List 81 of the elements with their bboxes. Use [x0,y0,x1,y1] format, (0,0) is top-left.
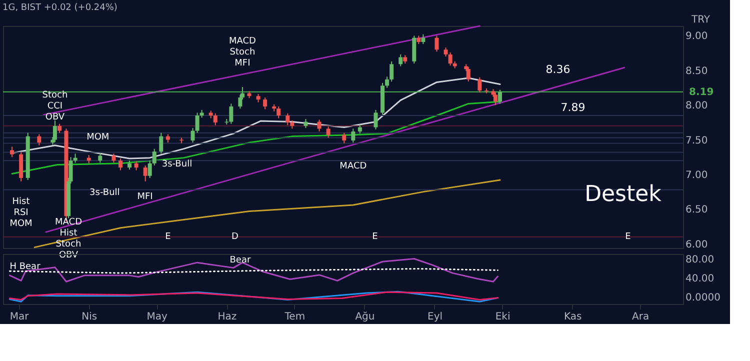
candlestick [342,132,346,144]
x-tick-label: Mar [10,312,30,322]
candlestick [263,96,268,110]
candlestick [317,119,322,132]
candlestick [118,158,122,171]
annotation: E [165,232,172,242]
candlestick [148,160,152,178]
x-tick-label: Ara [632,312,650,322]
candlestick [444,47,448,58]
y-tick-label: 8.50 [686,66,708,77]
x-tick-label: May [146,312,168,322]
annotation: Hist RSI MOM [10,197,32,229]
annotation: MOM [86,132,110,142]
candlestick [385,76,390,88]
annotation: Bear [230,256,251,266]
candlestick [421,34,426,45]
annotation: E [372,232,378,242]
line-series [34,179,501,248]
annotation: MFI [137,192,153,202]
y-tick-label: 8.00 [686,100,708,112]
candlestick [493,92,498,106]
annotation: 3s-Bull [162,159,192,170]
candlestick [286,112,290,126]
y-tick-label: 9.00 [686,31,708,42]
candlestick [134,160,138,171]
candlestick [37,134,42,146]
candlestick [478,76,482,94]
candlestick [152,148,156,166]
annotation: 3s-Bull [90,188,120,198]
ref-line-label: 8.19 [689,86,714,98]
candlestick [190,127,195,144]
annotation: E [625,232,632,242]
annotation: 7.89 [560,101,586,114]
annotation: MACD [340,162,367,172]
candlestick [143,164,148,182]
candlestick [398,54,403,67]
candlestick [412,35,416,64]
candlestick [128,160,132,170]
candlestick [57,123,62,134]
candlestick [276,106,281,119]
candlestick [73,153,78,164]
annotation: H Bear [10,262,41,272]
candlestick [448,52,452,66]
annotation: D [232,232,239,242]
y-tick-label: 0.0000 [686,292,720,304]
candlestick [19,152,24,182]
annotation: MACD Stoch MFI [228,36,256,68]
candlestick [98,152,102,164]
candlestick [112,153,116,164]
x-tick-label: Kas [564,312,582,322]
x-tick-label: Eki [495,312,510,322]
annotation: Stoch CCI OBV [42,90,68,122]
y-axis-title: TRY [690,14,711,26]
candlestick [466,66,470,82]
candlestick [52,120,57,142]
candlestick [351,128,356,144]
y-tick-label: 6.50 [686,204,708,216]
x-tick-label: Nis [82,312,98,322]
chart-title: 1G, BIST +0.02 (+0.24%) [2,3,118,13]
annotation: 8.36 [546,63,570,76]
candlestick [229,103,234,124]
candlestick [326,126,330,138]
candlestick [390,60,394,82]
candlestick [358,124,362,134]
y-tick-label: 7.50 [686,135,708,146]
x-tick-label: Eyl [427,312,443,322]
y-tick-label: 6.00 [686,239,708,250]
y-tick-label: 80.00 [686,254,714,266]
candlestick [304,118,308,128]
x-tick-label: Haz [218,312,237,322]
candlestick [195,112,200,134]
x-tick-label: Tem [284,312,306,322]
candlestick [434,35,439,52]
candlestick [498,89,502,104]
x-tick-label: Ağu [355,312,375,322]
y-tick-label: 40.00 [686,273,714,284]
candlestick [213,112,218,126]
annotation: Destek [584,182,662,207]
y-tick-label: 7.00 [686,170,708,181]
candlestick [159,132,164,154]
candlestick [374,109,378,130]
